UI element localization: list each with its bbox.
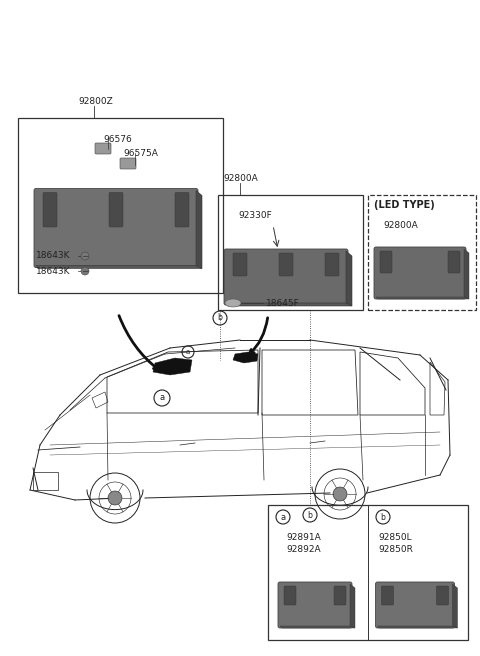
Text: a: a [186,349,190,355]
Text: 96576: 96576 [103,136,132,144]
FancyBboxPatch shape [279,253,293,276]
Polygon shape [196,190,202,268]
Text: 92800Z: 92800Z [78,97,113,106]
Text: a: a [159,394,165,403]
FancyBboxPatch shape [224,249,348,305]
FancyBboxPatch shape [109,192,123,227]
Ellipse shape [225,299,241,307]
FancyBboxPatch shape [448,251,460,273]
Text: b: b [217,314,222,323]
Text: (LED TYPE): (LED TYPE) [374,200,435,210]
Circle shape [81,252,89,260]
FancyBboxPatch shape [34,188,198,268]
Bar [368,195,476,310]
Circle shape [81,267,89,275]
Text: b: b [381,512,385,522]
Text: 92850R: 92850R [378,544,413,554]
Polygon shape [376,297,469,299]
FancyBboxPatch shape [120,158,136,169]
Text: 96575A: 96575A [123,148,158,157]
Polygon shape [464,249,469,299]
FancyBboxPatch shape [43,192,57,227]
Polygon shape [280,626,355,628]
FancyBboxPatch shape [380,251,392,273]
FancyBboxPatch shape [436,586,448,605]
FancyBboxPatch shape [284,586,296,605]
Text: b: b [308,510,312,520]
FancyBboxPatch shape [278,582,352,628]
FancyBboxPatch shape [375,582,455,628]
Text: 18645F: 18645F [266,298,300,308]
Text: 92850L: 92850L [378,533,412,541]
Bar [268,505,468,640]
Bar [18,118,223,293]
Text: 92892A: 92892A [286,544,321,554]
Text: 92800A: 92800A [383,220,418,230]
Circle shape [333,487,347,501]
FancyBboxPatch shape [334,586,346,605]
FancyBboxPatch shape [325,253,339,276]
Text: 92891A: 92891A [286,533,321,541]
Polygon shape [453,584,457,628]
Text: 92330F: 92330F [238,211,272,220]
Text: 18643K: 18643K [36,266,71,276]
Polygon shape [346,251,352,306]
FancyBboxPatch shape [382,586,394,605]
FancyBboxPatch shape [374,247,466,299]
Polygon shape [36,266,202,268]
Text: 92800A: 92800A [223,174,258,183]
FancyBboxPatch shape [233,253,247,276]
Bar [218,195,363,310]
Bar [33,472,58,490]
Polygon shape [153,358,192,375]
Polygon shape [233,352,258,363]
Text: 18643K: 18643K [36,251,71,260]
Polygon shape [350,584,355,628]
FancyBboxPatch shape [175,192,189,227]
FancyBboxPatch shape [95,143,111,154]
Polygon shape [377,626,457,628]
Polygon shape [226,303,352,306]
Text: a: a [280,512,286,522]
Circle shape [108,491,122,505]
